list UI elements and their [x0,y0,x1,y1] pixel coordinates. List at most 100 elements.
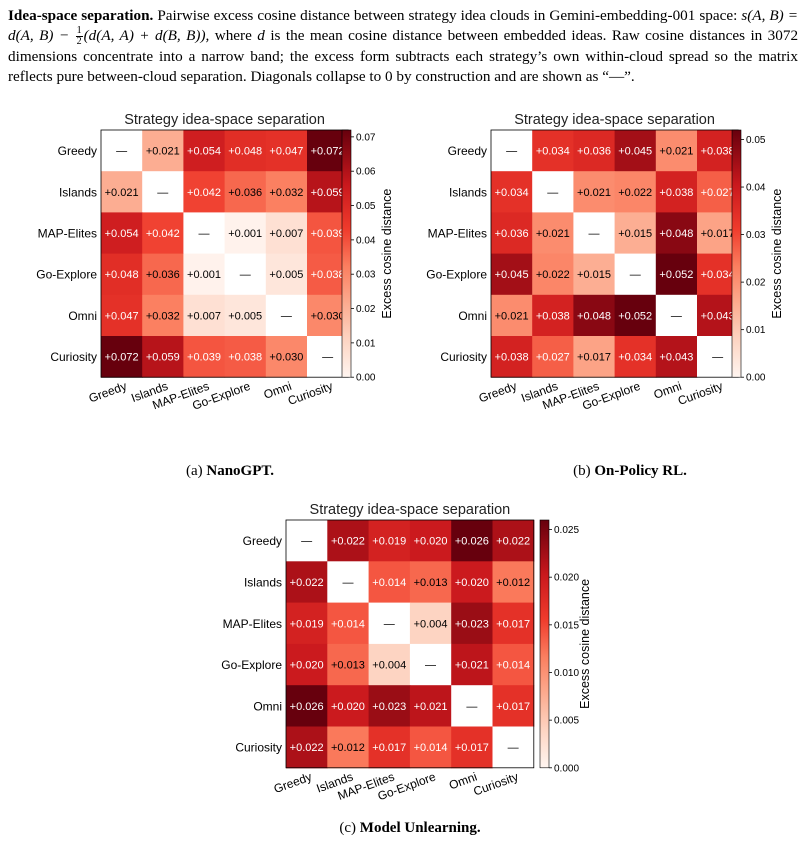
y-tick-label-islands: Islands [59,185,97,199]
heatmap-frame [285,519,535,769]
heatmap-cell [286,561,328,604]
cell-label: — [547,187,558,199]
cell-label: — [301,536,312,548]
cell-label: +0.036 [146,269,180,281]
y-tick-label-omni: Omni [458,309,487,323]
cell-label: +0.038 [311,269,345,281]
cell-label: +0.036 [495,228,529,240]
cell-label: +0.022 [290,742,324,754]
cell-label: +0.015 [618,228,652,240]
heatmap-cell [614,294,657,337]
heatmap-chart-nanogpt: Strategy idea-space separation — +0.021 +0.… [36,112,394,413]
heatmap-cell [491,171,533,213]
x-tick-label-curiosity: Curiosity [472,769,521,798]
cell-label: +0.021 [659,146,693,158]
cell-label: +0.054 [105,228,139,240]
heatmap-cell [532,253,574,296]
cell-label: +0.047 [269,146,303,158]
cell-label: +0.027 [536,352,570,364]
chart-title: Strategy idea-space separation [124,112,325,128]
colorbar-tick-label: 0.05 [746,135,766,146]
cell-label: +0.021 [105,187,139,199]
y-tick-label-islands: Islands [244,575,282,589]
heatmap-cell [614,336,657,378]
heatmap-cell [265,336,308,378]
colorbar-tick-label: 0.005 [554,716,579,727]
cell-label: +0.045 [495,269,529,281]
cell-label: +0.004 [414,618,448,630]
heatmap-cell [101,171,143,213]
heatmap-chart-model-unlearning: Strategy idea-space separation — +0.022 +0.… [221,502,592,803]
cell-label: +0.034 [495,187,529,199]
cell-label: +0.021 [577,187,611,199]
heatmap-cell [368,685,411,727]
heatmap-cell [286,643,328,686]
cell-label: +0.032 [269,187,303,199]
cell-label: +0.036 [577,146,611,158]
cell-label: +0.014 [372,577,406,589]
colorbar-tick-label: 0.015 [554,620,579,631]
cell-label: +0.052 [618,310,652,322]
heatmap-cell [491,253,533,296]
cell-label: — [384,618,395,630]
heatmap-cell [368,643,411,686]
cell-label: +0.005 [228,310,262,322]
colorbar [539,519,550,769]
y-tick-label-curiosity: Curiosity [235,741,282,755]
heatmap-cell [492,520,535,562]
heatmap-cell [409,602,452,645]
cell-label: +0.048 [577,310,611,322]
heatmap-cell [286,685,328,727]
cell-label: +0.042 [187,187,221,199]
heatmap-cell [368,602,411,645]
heatmap-cell [573,130,616,172]
heatmap-cell [368,726,411,769]
heatmap-cell [142,294,184,337]
subcaption-model-unlearning-prefix: (c) [339,820,357,836]
heatmap-cell [101,253,143,296]
caption-formula-rhs: (d(A, A) + d(B, B)), [83,27,210,44]
cell-label: +0.014 [414,742,448,754]
colorbar-tick-label: 0.02 [746,278,766,289]
cell-label: +0.004 [372,660,406,672]
cell-label: — [425,660,436,672]
colorbar-tick-label: 0.04 [356,235,376,246]
heatmap-cell [491,130,533,172]
heatmap-cell [368,520,411,562]
cell-label: +0.013 [331,660,365,672]
cell-label: +0.017 [577,352,611,364]
y-tick-label-go-explore: Go-Explore [221,658,282,672]
figure-caption: Idea-space separation. Pairwise excess c… [8,6,798,87]
caption-half-den: 2 [76,36,82,48]
cell-label: — [116,146,127,158]
y-tick-label-go-explore: Go-Explore [426,268,487,282]
cell-label: +0.021 [414,701,448,713]
cell-label: +0.059 [311,187,345,199]
subcaption-model-unlearning-name: Model Unlearning. [359,820,481,836]
cell-label: — [630,269,641,281]
cell-label: +0.039 [311,228,345,240]
heatmap-cell [573,253,616,296]
cell-label: +0.032 [146,310,180,322]
cell-label: +0.048 [105,269,139,281]
cell-label: +0.020 [290,660,324,672]
cell-label: +0.021 [495,310,529,322]
heatmap-cell [451,726,493,769]
cell-label: — [157,187,168,199]
heatmap-cell [183,171,226,213]
heatmap-cell [409,520,452,562]
cell-label: +0.014 [496,660,530,672]
cell-label: +0.013 [414,577,448,589]
heatmap-cell [491,336,533,378]
heatmap-chart-onpolicy-rl: Strategy idea-space separation — +0.034 +0.… [426,112,784,413]
colorbar-label: Excess cosine distance [578,579,592,709]
heatmap-cell [614,212,657,255]
cell-label: +0.023 [455,618,489,630]
y-tick-label-curiosity: Curiosity [440,350,487,364]
y-tick-label-greedy: Greedy [448,144,487,158]
colorbar-tick-label: 0.01 [356,338,376,349]
cell-label: +0.017 [496,701,530,713]
cell-label: — [466,701,477,713]
cell-label: +0.022 [618,187,652,199]
cell-label: — [240,269,251,281]
